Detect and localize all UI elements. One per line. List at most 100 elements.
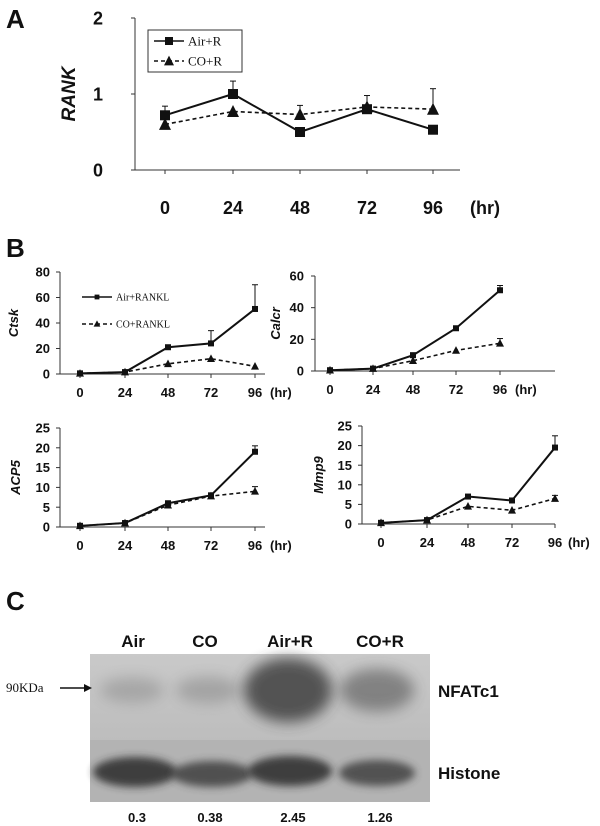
triangle-point — [76, 369, 84, 377]
series-line-co — [380, 497, 556, 524]
y-tick-label: 5 — [43, 500, 50, 515]
quant-value-co-r: 1.26 — [367, 810, 392, 825]
x-unit-label: (hr) — [270, 385, 292, 400]
histone-bands — [93, 756, 415, 787]
x-tick-label: 72 — [204, 538, 218, 553]
square-point — [453, 325, 459, 332]
panel-label-c: C — [6, 586, 25, 616]
legend-triangle-icon — [93, 320, 101, 327]
x-tick-label: 72 — [505, 535, 519, 550]
x-tick-label: 96 — [548, 535, 562, 550]
triangle-point — [326, 365, 334, 374]
y-tick-label: 40 — [290, 300, 304, 315]
triangle-point — [423, 515, 431, 524]
triangle-point — [369, 364, 377, 372]
x-tick-label: 72 — [449, 382, 463, 397]
nfatc1-bands — [100, 658, 415, 722]
x-tick-label: 24 — [118, 538, 133, 553]
triangle-point — [294, 108, 306, 121]
x-tick-label: 72 — [357, 198, 377, 218]
triangle-point — [164, 500, 172, 509]
legend-label: Air+RANKL — [116, 293, 169, 304]
triangle-point — [121, 518, 129, 527]
triangle-point — [377, 518, 385, 527]
chart-mmp9: 0 5 10 15 20 25 0 24 48 72 96 (hr) Mmp9 — [311, 419, 590, 550]
lane-label-co: CO — [192, 632, 218, 651]
triangle-point — [496, 338, 504, 347]
series-line-co — [79, 490, 256, 527]
y-tick-label: 0 — [297, 364, 304, 379]
triangle-point — [361, 100, 373, 113]
y-tick-label: 20 — [36, 341, 50, 356]
square-point — [208, 340, 214, 347]
panel-label-b: B — [6, 233, 25, 263]
histone-band-air-r — [248, 756, 332, 786]
histone-band-air — [93, 757, 177, 787]
panel-label-a: A — [6, 4, 25, 34]
nfatc1-band — [244, 658, 332, 722]
y-tick-label: 1 — [93, 84, 103, 104]
x-tick-label: 24 — [366, 382, 381, 397]
legend-label: CO+R — [188, 54, 222, 69]
x-tick-label: 48 — [290, 198, 310, 218]
arrow-right-icon — [60, 684, 92, 692]
lane-label-co-r: CO+R — [356, 632, 404, 651]
legend-triangle-icon — [164, 55, 174, 66]
triangle-point — [251, 362, 259, 370]
quant-value-co: 0.38 — [197, 810, 222, 825]
triangle-point — [121, 367, 129, 376]
x-tick-label: 72 — [204, 385, 218, 400]
square-point — [509, 497, 515, 504]
square-point — [165, 344, 171, 351]
chart-rank: 0 1 2 0 24 48 72 96 (hr) RANK Air+R CO+R — [59, 8, 500, 218]
x-tick-label: 96 — [248, 538, 262, 553]
series-line-co — [79, 357, 256, 375]
x-tick-label: 0 — [76, 385, 83, 400]
y-tick-label: 60 — [36, 290, 50, 305]
x-unit-label: (hr) — [470, 198, 500, 218]
legend-label: CO+RANKL — [116, 320, 170, 331]
triangle-point — [464, 502, 472, 510]
triangle-point — [76, 521, 84, 530]
x-tick-label: 96 — [493, 382, 507, 397]
y-tick-label: 15 — [36, 460, 50, 475]
nfatc1-band — [339, 668, 415, 712]
square-point — [410, 352, 416, 359]
lane-label-air: Air — [121, 632, 145, 651]
nfatc1-band — [175, 676, 241, 704]
triangle-point — [159, 117, 171, 130]
series-line-co — [329, 342, 501, 372]
square-point — [252, 305, 258, 312]
x-unit-label: (hr) — [270, 538, 292, 553]
y-tick-label: 20 — [290, 332, 304, 347]
x-tick-label: 96 — [423, 198, 443, 218]
square-point — [295, 127, 305, 137]
y-tick-label: 0 — [43, 367, 50, 382]
band-label-histone: Histone — [438, 764, 500, 783]
legend-box — [147, 29, 243, 73]
square-point — [252, 448, 258, 455]
y-tick-label: 20 — [36, 440, 50, 455]
y-tick-label: 60 — [290, 269, 304, 284]
triangle-point — [409, 356, 417, 365]
y-axis-label: Calcr — [268, 306, 283, 339]
x-tick-label: 0 — [160, 198, 170, 218]
triangle-point — [207, 354, 215, 362]
y-axis-label: RANK — [59, 65, 80, 121]
y-tick-label: 0 — [43, 520, 50, 535]
legend-square-icon — [165, 37, 173, 45]
x-tick-label: 24 — [223, 198, 243, 218]
x-unit-label: (hr) — [568, 535, 590, 550]
y-tick-label: 0 — [345, 517, 352, 532]
nfatc1-band — [100, 677, 164, 703]
chart-acp5: 0 5 10 15 20 25 0 24 48 72 96 (hr) ACP5 — [8, 421, 292, 553]
triangle-point — [508, 505, 516, 514]
x-tick-label: 48 — [161, 385, 175, 400]
chart-ctsk: 0 20 40 60 80 0 24 48 72 96 (hr) Ctsk Air+RANKL CO+RA… — [6, 265, 292, 400]
square-point — [228, 89, 238, 99]
triangle-point — [452, 346, 460, 354]
x-tick-label: 96 — [248, 385, 262, 400]
square-point — [160, 110, 170, 121]
y-tick-label: 5 — [345, 497, 352, 512]
